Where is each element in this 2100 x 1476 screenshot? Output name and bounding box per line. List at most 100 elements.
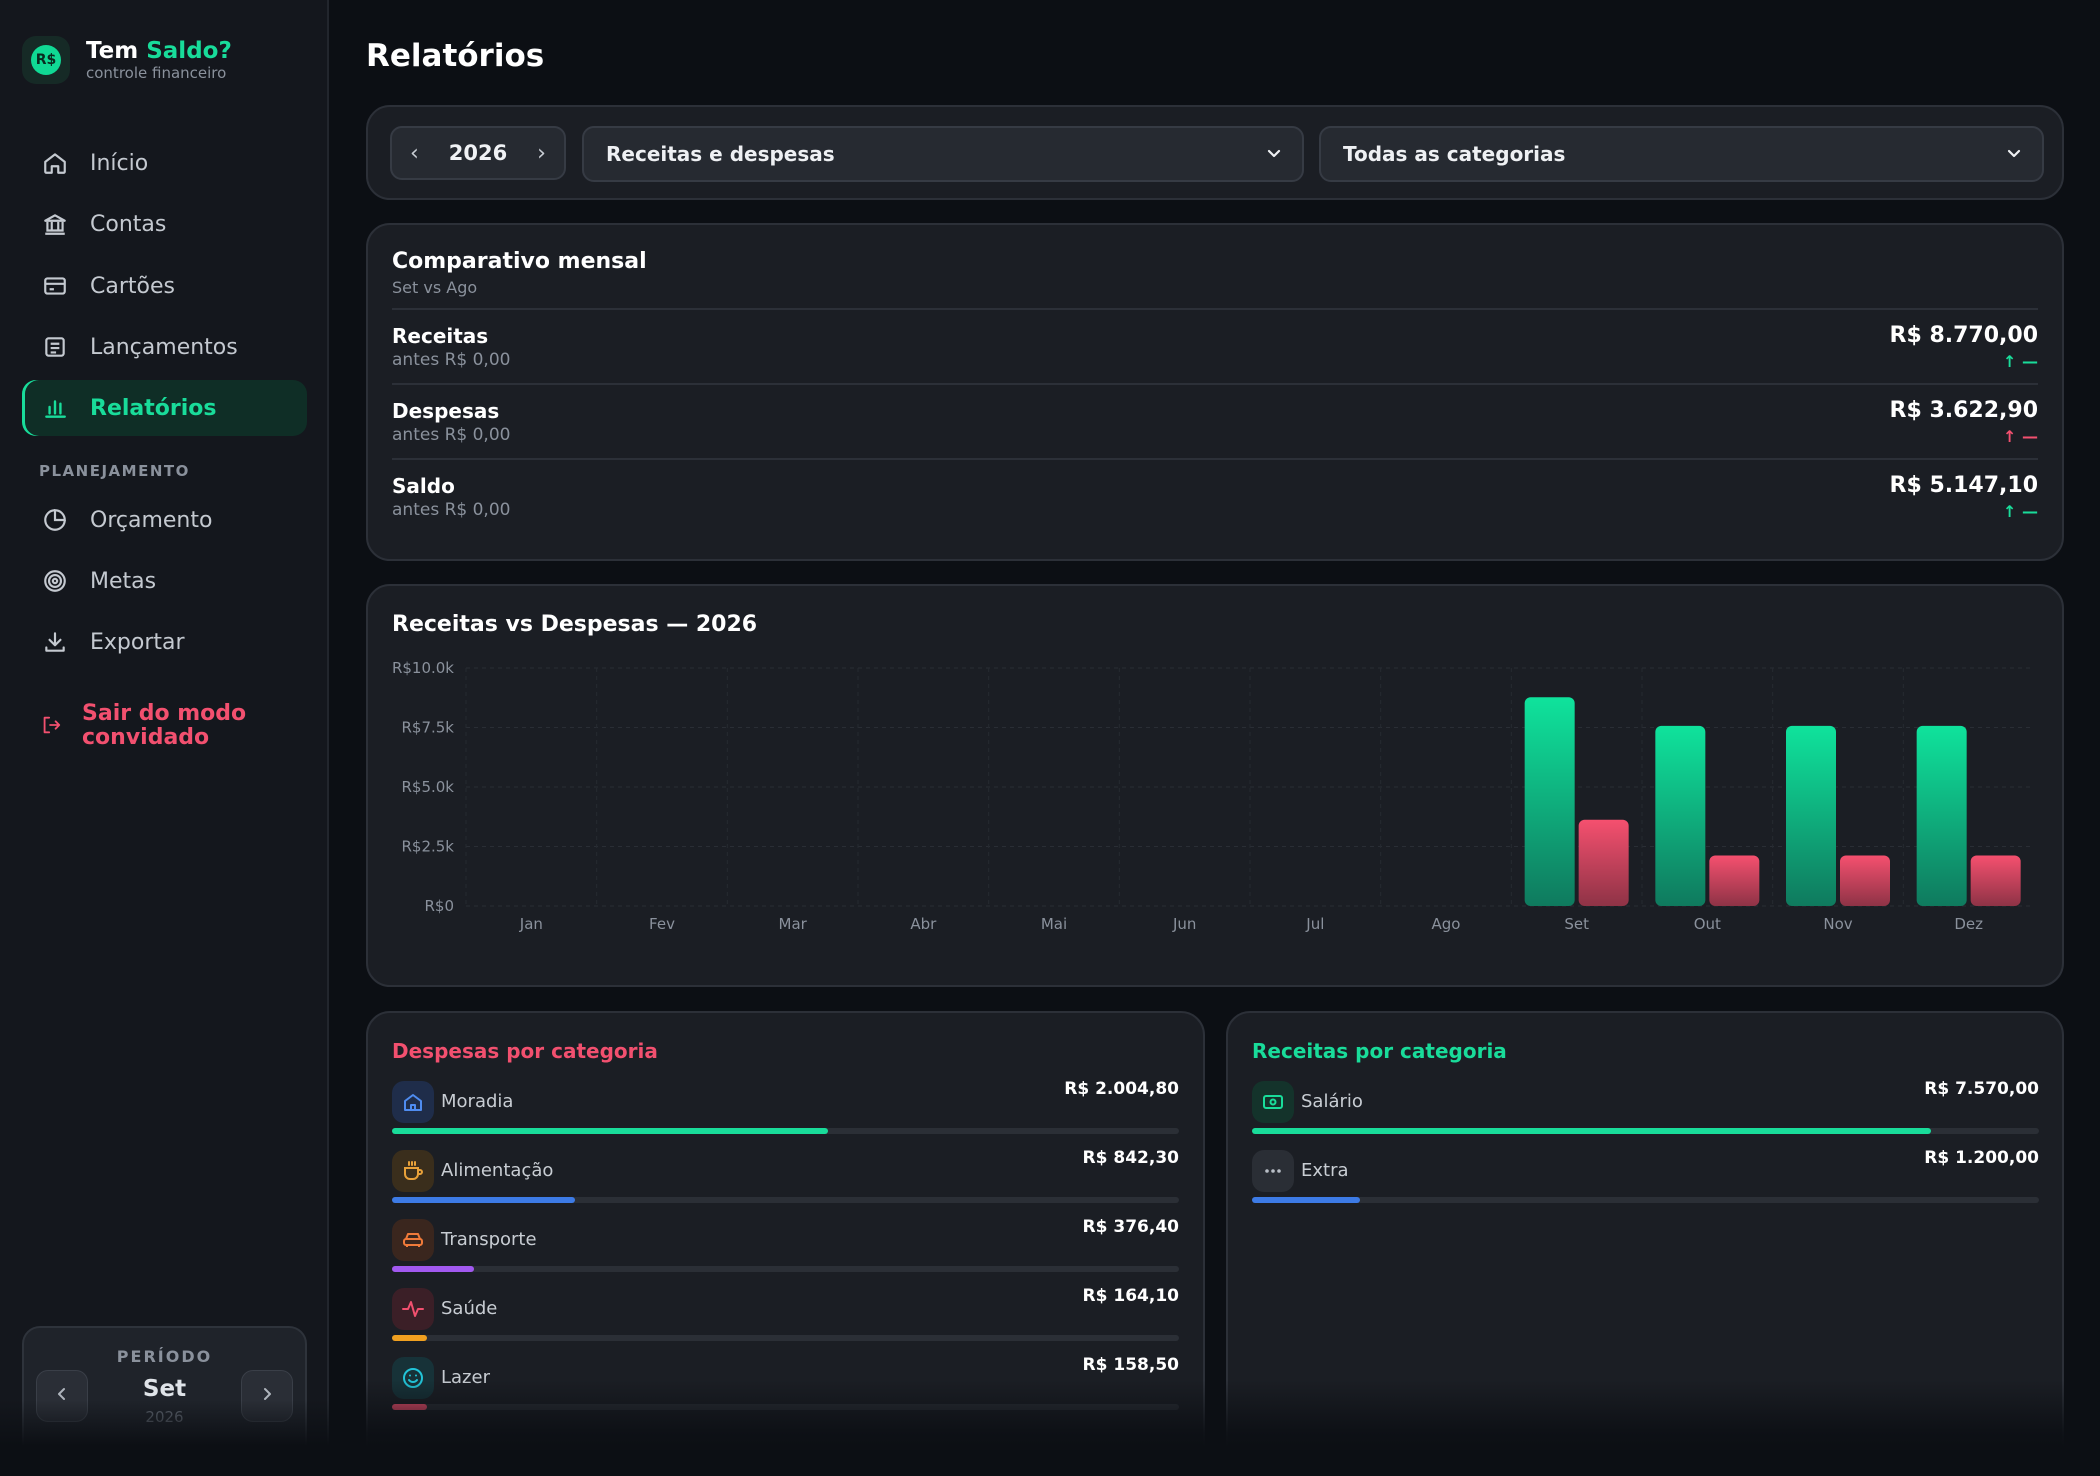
brand-title-part1: Tem — [86, 38, 139, 64]
category-progress-track — [392, 1335, 1179, 1341]
nav-label: Metas — [90, 568, 157, 594]
logout-icon — [40, 714, 64, 738]
category-row[interactable]: Extra R$ 1.200,00 — [1252, 1148, 2039, 1206]
chart-card: Receitas vs Despesas — 2026 R$0 R$2.5k R$5… — [366, 584, 2064, 987]
category-progress-fill — [392, 1335, 428, 1341]
bar-despesas — [1578, 819, 1629, 906]
bar-despesas — [1709, 855, 1760, 906]
category-progress-track — [1252, 1197, 2039, 1203]
category-name: Saúde — [441, 1298, 498, 1319]
category-progress-track — [392, 1197, 1179, 1203]
trend-up-indicator: ↑ — — [2003, 427, 2038, 446]
x-tick-label: Jun — [1172, 915, 1196, 933]
nav-item-inicio[interactable]: Início — [22, 135, 307, 191]
row-previous: antes R$ 0,00 — [392, 425, 511, 445]
category-row[interactable]: Transporte R$ 376,40 — [392, 1217, 1179, 1275]
category-name: Moradia — [441, 1091, 514, 1112]
card-icon — [40, 271, 70, 301]
category-row[interactable]: Alimentação R$ 842,30 — [392, 1148, 1179, 1206]
nav-item-orcamento[interactable]: Orçamento — [22, 492, 307, 548]
category-value: R$ 158,50 — [1082, 1355, 1179, 1375]
brand-subtitle: controle financeiro — [86, 64, 227, 82]
row-value: R$ 3.622,90 — [1889, 398, 2038, 423]
x-tick-label: Mar — [779, 915, 808, 933]
home-icon — [40, 148, 70, 178]
year-value: 2026 — [448, 141, 508, 165]
nav-item-metas[interactable]: Metas — [22, 553, 307, 609]
nav-item-cartoes[interactable]: Cartões — [22, 258, 307, 314]
x-tick-label: Out — [1694, 915, 1721, 933]
nav-item-exportar[interactable]: Exportar — [22, 614, 307, 670]
year-switch: ‹ 2026 › — [390, 126, 566, 180]
list-icon — [40, 332, 70, 362]
heartbeat-icon — [392, 1288, 434, 1330]
bar-receitas — [1524, 697, 1575, 906]
trend-up-indicator: ↑ — — [2003, 502, 2038, 521]
type-select[interactable]: Receitas e despesas — [582, 126, 1304, 182]
category-progress-fill — [1252, 1128, 1932, 1134]
chart-title: Receitas vs Despesas — 2026 — [392, 612, 758, 637]
dots-icon — [1252, 1150, 1294, 1192]
y-tick-label: R$0 — [424, 897, 454, 915]
row-previous: antes R$ 0,00 — [392, 350, 511, 370]
page-title: Relatórios — [366, 38, 545, 74]
house-icon — [392, 1081, 434, 1123]
brand[interactable]: R$ Tem Saldo? controle financeiro — [22, 36, 232, 84]
category-progress-fill — [392, 1266, 474, 1272]
category-value: R$ 7.570,00 — [1924, 1079, 2039, 1099]
category-value: R$ 376,40 — [1082, 1217, 1179, 1237]
row-label: Despesas — [392, 399, 500, 423]
comparativo-row-receitas: Receitas antes R$ 0,00 R$ 8.770,00 ↑ — — [392, 308, 2038, 382]
bar-chart: R$0 R$2.5k R$5.0k R$7.5k R$10.0k Jan Fev Mar Abr… — [392, 659, 2034, 933]
brand-title: Tem Saldo? — [86, 38, 232, 64]
money-icon — [1252, 1081, 1294, 1123]
bottom-fade — [330, 1380, 2100, 1476]
bar-despesas — [1840, 855, 1890, 906]
category-select[interactable]: Todas as categorias — [1319, 126, 2044, 182]
category-progress-track — [392, 1128, 1179, 1134]
type-select-value: Receitas e despesas — [606, 142, 835, 166]
bank-icon — [40, 209, 70, 239]
bar-receitas — [1786, 725, 1836, 906]
x-tick-label: Set — [1564, 915, 1589, 933]
nav-label: Início — [90, 150, 149, 176]
x-tick-label: Jul — [1305, 915, 1324, 933]
logout-button[interactable]: Sair do modo convidado — [40, 702, 252, 750]
nav-label: Lançamentos — [90, 334, 238, 360]
year-next-button[interactable]: › — [537, 140, 546, 166]
x-tick-label: Dez — [1954, 915, 1983, 933]
trend-up-indicator: ↑ — — [2003, 352, 2038, 371]
category-value: R$ 1.200,00 — [1924, 1148, 2039, 1168]
nav-item-relatorios[interactable]: Relatórios — [22, 380, 307, 436]
logout-label: Sair do modo convidado — [82, 701, 247, 750]
row-label: Saldo — [392, 474, 455, 498]
comparativo-row-saldo: Saldo antes R$ 0,00 R$ 5.147,10 ↑ — — [392, 458, 2038, 532]
category-progress-track — [1252, 1128, 2039, 1134]
comparativo-card: Comparativo mensal Set vs Ago Receitas a… — [366, 223, 2064, 561]
brand-title-part2: Saldo? — [146, 38, 232, 64]
target-icon — [40, 566, 70, 596]
sidebar-fade — [0, 1400, 329, 1476]
nav-item-contas[interactable]: Contas — [22, 196, 307, 252]
category-progress-fill — [1252, 1197, 1360, 1203]
x-tick-label: Jan — [519, 915, 543, 933]
category-row[interactable]: Moradia R$ 2.004,80 — [392, 1079, 1179, 1137]
nav-label: Relatórios — [90, 395, 217, 421]
category-row[interactable]: Salário R$ 7.570,00 — [1252, 1079, 2039, 1137]
car-icon — [392, 1219, 434, 1261]
row-label: Receitas — [392, 324, 489, 348]
category-value: R$ 842,30 — [1082, 1148, 1179, 1168]
category-progress-fill — [392, 1128, 828, 1134]
chevron-down-icon — [1266, 142, 1282, 166]
y-tick-label: R$2.5k — [401, 838, 454, 856]
y-tick-label: R$7.5k — [401, 719, 454, 737]
nav-item-lancamentos[interactable]: Lançamentos — [22, 319, 307, 375]
logo: R$ — [22, 36, 70, 84]
y-tick-label: R$5.0k — [401, 778, 454, 796]
x-tick-label: Nov — [1823, 915, 1852, 933]
category-name: Alimentação — [441, 1160, 554, 1181]
category-row[interactable]: Saúde R$ 164,10 — [392, 1286, 1179, 1344]
logo-coin-icon: R$ — [31, 45, 61, 75]
year-prev-button[interactable]: ‹ — [410, 140, 419, 166]
comparativo-title: Comparativo mensal — [392, 249, 647, 274]
